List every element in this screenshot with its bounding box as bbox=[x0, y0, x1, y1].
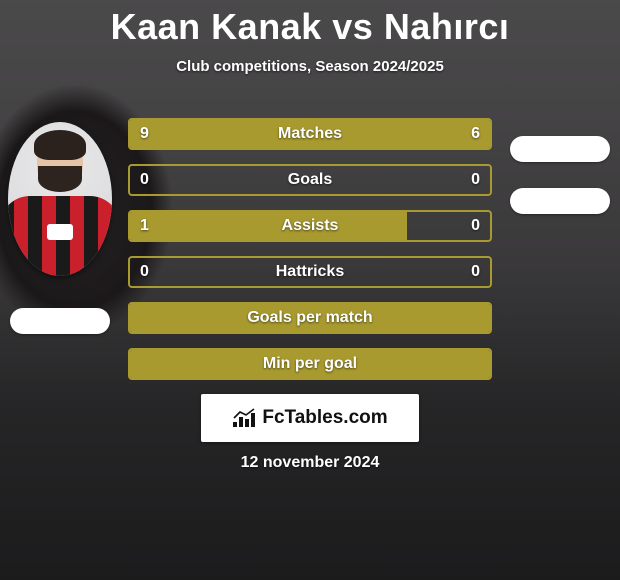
subtitle: Club competitions, Season 2024/2025 bbox=[0, 58, 620, 75]
stat-bar: Goals per match bbox=[128, 302, 492, 334]
brand-logo-icon bbox=[232, 408, 258, 428]
stat-bar: Matches96 bbox=[128, 118, 492, 150]
snapshot-date: 12 november 2024 bbox=[0, 454, 620, 472]
stat-bar: Assists10 bbox=[128, 210, 492, 242]
stat-bar-right-seg bbox=[346, 120, 490, 148]
stat-bar: Hattricks00 bbox=[128, 256, 492, 288]
stat-bar-gap bbox=[130, 258, 490, 286]
stat-bar: Goals00 bbox=[128, 164, 492, 196]
stat-bar-left-seg bbox=[130, 350, 490, 378]
player-left-name-pill bbox=[10, 308, 110, 334]
stat-bar-left-seg bbox=[130, 304, 490, 332]
stat-bar: Min per goal bbox=[128, 348, 492, 380]
stat-bar-left-seg bbox=[130, 212, 407, 240]
content: Kaan Kanak vs Nahırcı Club competitions,… bbox=[0, 0, 620, 580]
comparison-card: Kaan Kanak vs Nahırcı Club competitions,… bbox=[0, 0, 620, 580]
stat-bars: Matches96 Goals00 Assists10 Hattricks00 Goal… bbox=[120, 110, 500, 394]
main-row: Matches96 Goals00 Assists10 Hattricks00 Goal… bbox=[0, 110, 620, 400]
stat-bar-gap bbox=[407, 212, 490, 240]
brand-box[interactable]: FcTables.com bbox=[201, 394, 419, 442]
stat-bar-gap bbox=[130, 166, 490, 194]
player-right-name-pill-2 bbox=[510, 188, 610, 214]
player-right-column bbox=[500, 110, 620, 214]
avatar-beard bbox=[38, 166, 82, 192]
player-right-name-pill-1 bbox=[510, 136, 610, 162]
comparison-title: Kaan Kanak vs Nahırcı bbox=[0, 6, 620, 48]
player-left-avatar bbox=[8, 122, 112, 276]
title-player2: Nahırcı bbox=[384, 6, 510, 47]
brand-text: FcTables.com bbox=[262, 407, 387, 429]
avatar-hair bbox=[34, 130, 86, 160]
stat-bar-left-seg bbox=[130, 120, 346, 148]
player-left-column bbox=[0, 110, 120, 334]
title-player1: Kaan Kanak bbox=[111, 6, 322, 47]
title-vs: vs bbox=[332, 6, 373, 47]
avatar-jersey bbox=[8, 196, 112, 276]
